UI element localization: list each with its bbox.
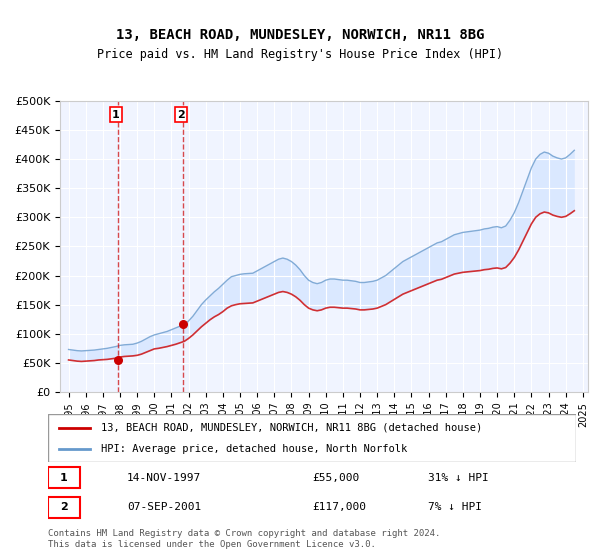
Text: 1: 1 xyxy=(112,110,120,119)
Text: HPI: Average price, detached house, North Norfolk: HPI: Average price, detached house, Nort… xyxy=(101,444,407,454)
Point xyxy=(113,356,122,365)
Text: 07-SEP-2001: 07-SEP-2001 xyxy=(127,502,202,512)
Text: Contains HM Land Registry data © Crown copyright and database right 2024.
This d: Contains HM Land Registry data © Crown c… xyxy=(48,529,440,549)
FancyBboxPatch shape xyxy=(48,497,80,517)
Text: 7% ↓ HPI: 7% ↓ HPI xyxy=(428,502,482,512)
FancyBboxPatch shape xyxy=(48,467,80,488)
Text: 2: 2 xyxy=(178,110,185,119)
Text: 31% ↓ HPI: 31% ↓ HPI xyxy=(428,473,489,483)
Text: 2: 2 xyxy=(60,502,68,512)
Text: 13, BEACH ROAD, MUNDESLEY, NORWICH, NR11 8BG: 13, BEACH ROAD, MUNDESLEY, NORWICH, NR11… xyxy=(116,28,484,42)
Text: Price paid vs. HM Land Registry's House Price Index (HPI): Price paid vs. HM Land Registry's House … xyxy=(97,48,503,60)
Text: 13, BEACH ROAD, MUNDESLEY, NORWICH, NR11 8BG (detached house): 13, BEACH ROAD, MUNDESLEY, NORWICH, NR11… xyxy=(101,423,482,433)
Text: 1: 1 xyxy=(60,473,68,483)
Text: £117,000: £117,000 xyxy=(312,502,366,512)
Point xyxy=(178,319,188,328)
Text: £55,000: £55,000 xyxy=(312,473,359,483)
Text: 14-NOV-1997: 14-NOV-1997 xyxy=(127,473,202,483)
FancyBboxPatch shape xyxy=(48,414,576,462)
